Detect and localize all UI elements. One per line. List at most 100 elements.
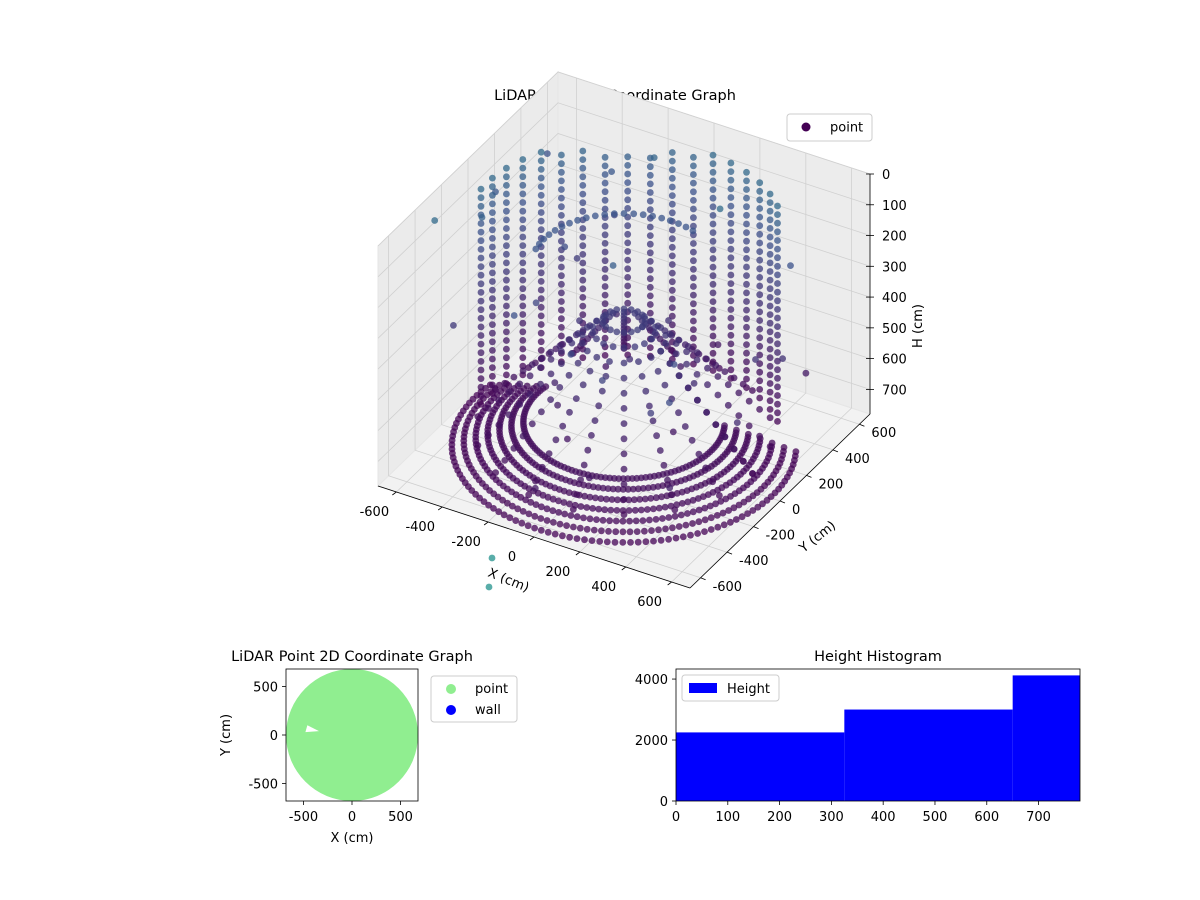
point-3d [624, 162, 632, 169]
point-3d [709, 349, 717, 357]
point-3d [766, 242, 774, 250]
point-3d [756, 360, 764, 367]
point-3d [556, 384, 564, 391]
x-tick-label: 200 [545, 565, 570, 580]
point-3d [519, 337, 527, 344]
x-tick-label: 700 [1026, 810, 1051, 825]
point-3d [477, 314, 485, 322]
point-3d [739, 457, 747, 465]
point-3d [727, 518, 734, 526]
point-3d [601, 352, 609, 359]
point-3d [646, 292, 654, 300]
point-3d [503, 345, 510, 353]
point-3d [620, 465, 628, 473]
histogram-title: Height Histogram [814, 649, 942, 665]
point-3d [709, 289, 717, 297]
point-3d [690, 153, 697, 161]
point-3d [639, 517, 647, 524]
point-3d [607, 308, 614, 315]
point-3d [489, 174, 496, 182]
point-3d [547, 396, 554, 403]
point-3d [650, 537, 657, 545]
x-tick [575, 551, 581, 556]
point-3d [503, 250, 510, 258]
point-3d [480, 498, 488, 505]
y-tick-label: 400 [845, 452, 870, 467]
axes-frame [675, 668, 1081, 802]
point-3d [624, 230, 632, 238]
point-3d [558, 347, 565, 355]
point-3d [547, 370, 555, 378]
point-3d [566, 477, 574, 485]
point-3d [657, 347, 665, 355]
point-3d [570, 523, 577, 531]
point-3d [683, 360, 690, 368]
point-3d [519, 328, 527, 336]
chart-3d-ylabel: Y (cm) [796, 518, 839, 556]
point-3d [535, 240, 543, 248]
point-3d [500, 511, 508, 519]
point-3d [620, 435, 628, 443]
point-3d [690, 205, 697, 213]
point-3d [474, 413, 482, 420]
chart-2d-xlabel: X (cm) [331, 831, 374, 846]
point-3d [620, 329, 628, 336]
histogram-plot: 0 100 200 300 400 500 600 700 0 2000 4000 [635, 668, 1081, 825]
point-3d [690, 179, 697, 187]
point-3d [709, 306, 717, 314]
y-tick-label: -500 [248, 778, 278, 793]
point-3d [558, 332, 565, 340]
point-3d [558, 168, 565, 176]
point-3d [743, 280, 750, 288]
point-3d [624, 248, 632, 255]
point-3d [624, 179, 632, 187]
point-3d [657, 536, 665, 544]
point-3d [558, 289, 565, 297]
x-tick [529, 536, 535, 541]
point-3d [658, 214, 666, 222]
legend-marker-wall [446, 705, 456, 715]
point-3d [693, 356, 701, 364]
point-3d [603, 538, 611, 546]
point-3d [489, 295, 496, 303]
point-3d [756, 334, 764, 342]
point-3d [607, 506, 615, 514]
point-3d [558, 237, 565, 245]
point-3d [668, 157, 676, 165]
point-3d [766, 380, 774, 387]
point-3d [638, 373, 646, 380]
histogram-bar [676, 732, 845, 801]
point-3d [738, 513, 746, 521]
point-3d [727, 176, 735, 184]
point-3d [577, 503, 585, 510]
point-3d [730, 374, 738, 382]
point-3d [537, 174, 545, 182]
point-3d [756, 351, 764, 359]
x-tick-label: -500 [289, 810, 319, 825]
x-tick-label: 100 [715, 810, 740, 825]
point-3d [646, 249, 654, 257]
point-3d [558, 212, 565, 219]
point-3d [642, 538, 650, 546]
point-3d [642, 387, 650, 395]
point-3d [624, 274, 632, 281]
point-3d [551, 530, 559, 538]
point-3d [675, 220, 682, 228]
point-3d [537, 364, 544, 371]
point-3d [551, 227, 559, 234]
point-3d [774, 409, 781, 417]
point-3d [689, 520, 696, 527]
point-3d [641, 527, 648, 535]
z-tick-label: 600 [882, 353, 907, 368]
point-3d [558, 151, 565, 159]
point-3d [714, 341, 722, 349]
point-3d [519, 367, 527, 375]
y-tick-label: 500 [253, 680, 278, 695]
point-3d [709, 186, 717, 194]
point-3d [579, 294, 587, 301]
point-3d [545, 231, 553, 239]
point-3d [756, 205, 764, 212]
grid-line-z [377, 256, 871, 431]
point-3d [549, 495, 557, 503]
point-3d [555, 509, 563, 516]
